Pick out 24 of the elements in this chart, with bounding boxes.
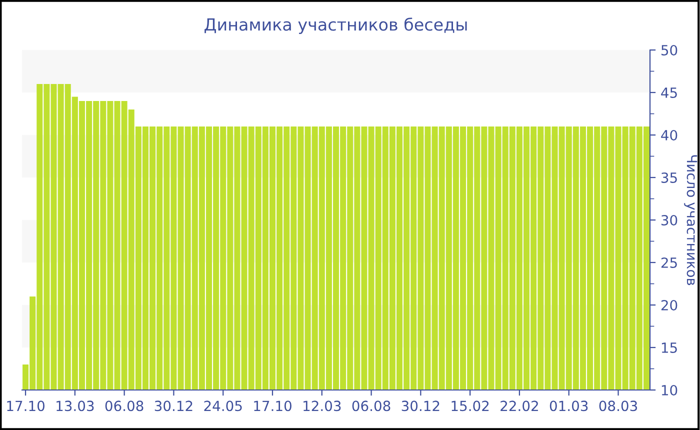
y-tick-label: 25 xyxy=(661,257,677,268)
x-tick-label: 12.03 xyxy=(304,400,341,412)
x-tick-label: 06.08 xyxy=(105,400,144,412)
y-tick-label: 35 xyxy=(661,172,677,183)
x-tick-label: 08.03 xyxy=(599,400,638,412)
chart-title: Динамика участников беседы xyxy=(204,18,467,34)
y-tick-label: 40 xyxy=(661,130,678,140)
x-tick-label: 22.02 xyxy=(500,400,538,412)
x-tick-label: 13.03 xyxy=(56,400,94,412)
x-tick-label: 24.05 xyxy=(204,400,242,412)
y-tick-label: 15 xyxy=(662,342,677,353)
y-tick-label: 10 xyxy=(662,384,678,396)
y-tick-label: 50 xyxy=(661,44,678,56)
y-tick-label: 30 xyxy=(661,214,678,226)
y-tick-label: 45 xyxy=(661,88,677,98)
x-tick-label: 17.10 xyxy=(254,400,292,412)
x-tick-label: 30.12 xyxy=(154,400,192,412)
x-tick-label: 06.08 xyxy=(352,400,390,412)
y-tick-label: 20 xyxy=(661,300,678,310)
x-tick-label: 17.10 xyxy=(7,400,44,412)
y-axis-title: Число участников xyxy=(684,155,698,286)
x-tick-label: 30.12 xyxy=(402,400,440,412)
x-tick-label: 01.03 xyxy=(550,400,588,412)
x-tick-label: 15.02 xyxy=(452,400,489,412)
